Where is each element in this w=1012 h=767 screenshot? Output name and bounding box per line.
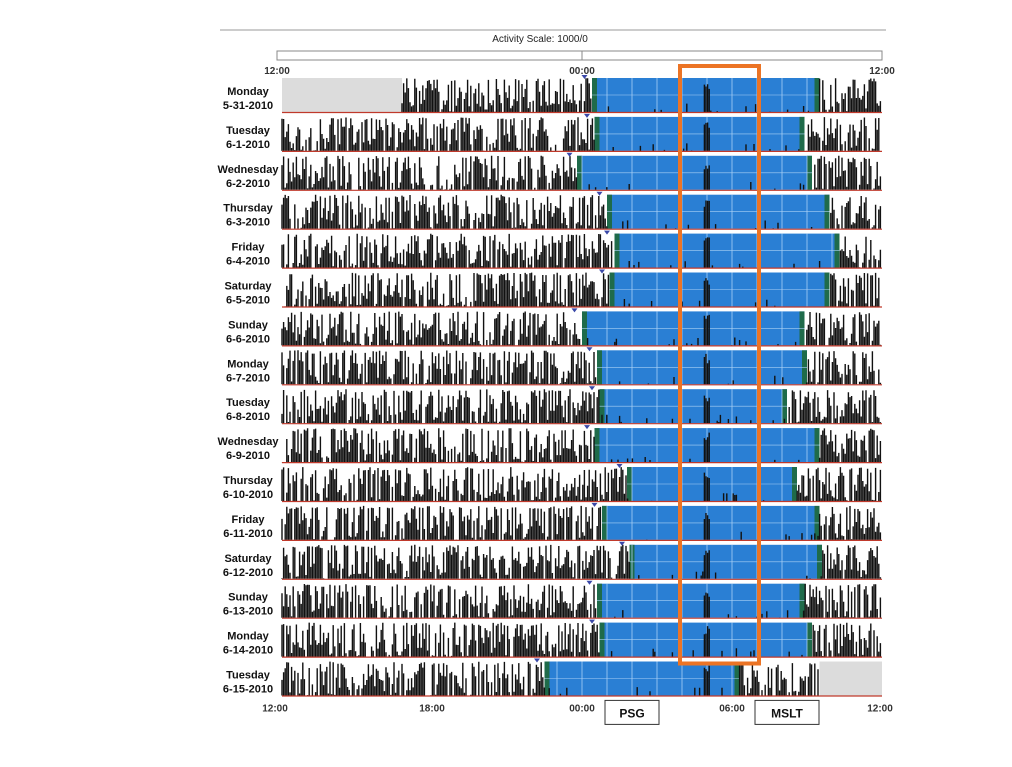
bottom-tick-label: 00:00	[569, 703, 595, 714]
day-date-label: 6-9-2010	[226, 450, 270, 462]
day-date-label: 6-2-2010	[226, 178, 270, 190]
top-tick-label: 12:00	[264, 66, 290, 77]
activity-trace	[281, 194, 882, 229]
top-tick-label: 12:00	[869, 66, 895, 77]
day-row: Friday 6-4-2010	[226, 230, 882, 269]
event-marker	[589, 386, 595, 391]
top-axis: 12:00 00:00 12:00	[264, 51, 895, 77]
day-date-label: 6-12-2010	[223, 567, 273, 579]
top-tick-label: 00:00	[569, 66, 595, 77]
day-weekday-label: Tuesday	[226, 397, 271, 409]
day-weekday-label: Tuesday	[226, 670, 271, 682]
day-weekday-label: Thursday	[223, 475, 273, 487]
day-date-label: 6-13-2010	[223, 606, 273, 618]
day-row: Saturday 6-12-2010	[223, 541, 882, 580]
day-row: Tuesday 6-1-2010	[226, 113, 882, 152]
event-marker	[586, 580, 593, 585]
day-weekday-label: Tuesday	[226, 125, 271, 137]
day-date-label: 5-31-2010	[223, 100, 273, 112]
day-weekday-label: Wednesday	[218, 164, 280, 176]
event-marker	[586, 347, 593, 352]
event-marker	[566, 152, 573, 157]
event-marker	[571, 308, 578, 313]
day-date-label: 6-8-2010	[226, 411, 270, 423]
event-marker	[599, 269, 605, 274]
label-box	[754, 699, 820, 725]
event-marker	[589, 619, 595, 624]
day-row: Monday 6-14-2010	[223, 619, 882, 658]
event-marker	[534, 658, 540, 663]
day-date-label: 6-7-2010	[226, 372, 270, 384]
activity-trace	[281, 117, 880, 151]
day-date-label: 6-6-2010	[226, 333, 270, 345]
no-data-region	[819, 661, 882, 696]
event-marker	[604, 230, 610, 235]
day-row: Saturday 6-5-2010	[224, 269, 882, 308]
day-date-label: 6-4-2010	[226, 256, 270, 268]
actogram-rows: Monday 5-31-2010 Tuesday 6-1-2010 Wednesday 6…	[218, 75, 882, 697]
day-row: Friday 6-11-2010	[223, 502, 882, 542]
legend-labels: PSG MSLT	[604, 699, 820, 725]
activity-trace	[281, 583, 882, 618]
event-marker	[584, 113, 590, 118]
activity-trace	[281, 233, 882, 268]
bottom-tick-label: 12:00	[867, 703, 893, 714]
day-row: Sunday 6-6-2010	[226, 308, 882, 347]
event-marker	[619, 541, 625, 546]
bottom-axis: 12:00 18:00 00:00 06:00 12:00	[262, 703, 893, 714]
day-date-label: 6-1-2010	[226, 139, 270, 151]
no-data-region	[282, 78, 402, 112]
activity-trace	[281, 155, 882, 190]
day-date-label: 6-3-2010	[226, 217, 270, 229]
label-text: PSG	[619, 706, 644, 720]
day-row: Tuesday 6-15-2010	[223, 658, 882, 697]
day-row: Sunday 6-13-2010	[223, 580, 882, 619]
day-weekday-label: Monday	[227, 358, 269, 370]
event-marker	[581, 75, 588, 79]
day-weekday-label: Thursday	[223, 203, 273, 215]
day-row: Thursday 6-10-2010	[223, 464, 882, 503]
day-row: Monday 5-31-2010	[223, 75, 882, 114]
day-row: Wednesday 6-2-2010	[218, 152, 882, 191]
label-box	[604, 699, 660, 725]
activity-trace	[281, 505, 882, 540]
activity-trace	[281, 544, 882, 579]
day-row: Monday 6-7-2010	[226, 347, 882, 386]
activity-trace	[281, 311, 882, 346]
scale-bar	[276, 50, 883, 61]
bottom-tick-label: 18:00	[419, 703, 445, 714]
activity-trace	[401, 78, 882, 112]
day-date-label: 6-15-2010	[223, 684, 273, 696]
day-weekday-label: Sunday	[228, 592, 269, 604]
day-weekday-label: Friday	[231, 514, 265, 526]
label-text: MSLT	[771, 706, 803, 720]
event-marker	[596, 191, 603, 196]
day-row: Thursday 6-3-2010	[223, 191, 882, 230]
activity-trace	[281, 467, 882, 501]
event-marker	[616, 464, 623, 468]
day-row: Tuesday 6-8-2010	[226, 386, 882, 425]
event-marker	[591, 502, 598, 507]
activity-trace	[281, 350, 882, 385]
day-date-label: 6-11-2010	[223, 528, 273, 540]
day-weekday-label: Saturday	[224, 281, 272, 293]
day-weekday-label: Saturday	[224, 553, 272, 565]
day-weekday-label: Wednesday	[218, 436, 280, 448]
highlight-window	[678, 64, 761, 666]
day-weekday-label: Friday	[231, 242, 265, 254]
day-date-label: 6-5-2010	[226, 295, 270, 307]
day-row: Wednesday 6-9-2010	[218, 425, 882, 464]
day-weekday-label: Monday	[227, 631, 269, 643]
event-marker	[584, 425, 590, 430]
activity-trace	[281, 661, 819, 696]
day-date-label: 6-10-2010	[223, 489, 273, 501]
chart-title: Activity Scale: 1000/0	[492, 34, 588, 45]
day-weekday-label: Sunday	[228, 319, 269, 331]
activity-trace	[281, 389, 882, 424]
bottom-tick-label: 06:00	[719, 703, 745, 714]
bottom-tick-label: 12:00	[262, 703, 288, 714]
day-weekday-label: Monday	[227, 86, 269, 98]
day-date-label: 6-14-2010	[223, 645, 273, 657]
